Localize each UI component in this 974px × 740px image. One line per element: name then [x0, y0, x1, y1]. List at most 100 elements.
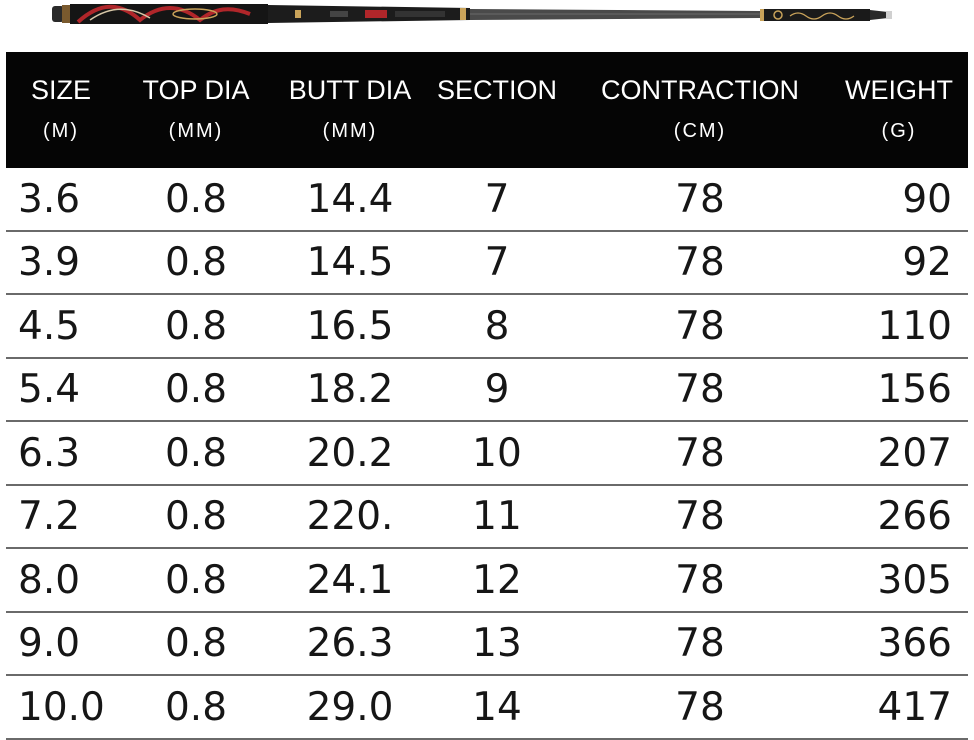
header-unit: (MM) [322, 120, 378, 142]
cell-value: 26.3 [306, 621, 394, 666]
header-section: SECTION [424, 52, 570, 168]
header-size: SIZE (M) [6, 52, 116, 168]
cell-value: 110 [877, 303, 952, 349]
header-contraction: CONTRACTION (CM) [570, 52, 830, 168]
cell-value: 78 [675, 176, 725, 222]
cell-value: 9 [484, 367, 510, 412]
header-butt-dia: BUTT DIA (MM) [276, 52, 424, 168]
cell-value: 24.1 [306, 557, 394, 603]
cell-value: 14 [472, 684, 522, 730]
cell-top-dia: 0.8 [116, 420, 276, 485]
cell-value: 8 [484, 303, 510, 349]
cell-value: 0.8 [164, 684, 228, 730]
cell-value: 14.4 [306, 176, 394, 222]
cell-top-dia: 0.8 [116, 674, 276, 740]
cell-value: 78 [675, 494, 725, 539]
header-label: BUTT DIA [288, 75, 412, 105]
cell-butt-dia: 20.2 [276, 420, 424, 485]
cell-value: 0.8 [164, 240, 228, 285]
cell-top-dia: 0.8 [116, 547, 276, 612]
header-label: SIZE [30, 75, 91, 105]
cell-value: 13 [472, 621, 522, 666]
cell-contraction: 78 [570, 547, 830, 612]
header-label: CONTRACTION [601, 75, 799, 105]
cell-contraction: 78 [570, 420, 830, 485]
header-top-dia: TOP DIA (MM) [116, 52, 276, 168]
cell-contraction: 78 [570, 356, 830, 421]
cell-value: 14.5 [306, 240, 394, 285]
cell-value: 78 [675, 303, 725, 349]
header-unit: (M) [43, 120, 79, 142]
fishing-rod-image [0, 0, 974, 40]
cell-value: 3.6 [18, 176, 81, 222]
cell-size: 9.0 [6, 610, 116, 675]
cell-size: 3.9 [6, 229, 116, 294]
cell-value: 417 [877, 684, 952, 730]
cell-contraction: 78 [570, 293, 830, 358]
cell-value: 10 [472, 430, 522, 476]
table-row: 8.0 0.8 24.1 12 78 305 [6, 547, 968, 612]
header-unit: (CM) [673, 120, 727, 142]
cell-value: 78 [675, 684, 725, 730]
table-row: 5.4 0.8 18.2 9 78 156 [6, 356, 968, 421]
cell-top-dia: 0.8 [116, 229, 276, 294]
cell-weight: 305 [830, 547, 968, 612]
cell-weight: 207 [830, 420, 968, 485]
cell-weight: 266 [830, 483, 968, 548]
cell-size: 5.4 [6, 356, 116, 421]
cell-weight: 90 [830, 168, 968, 231]
table-row: 7.2 0.8 220. 11 78 266 [6, 483, 968, 548]
cell-value: 0.8 [164, 430, 228, 476]
cell-section: 9 [424, 356, 570, 421]
cell-value: 156 [877, 367, 952, 412]
cell-butt-dia: 18.2 [276, 356, 424, 421]
cell-value: 4.5 [18, 303, 81, 349]
cell-top-dia: 0.8 [116, 293, 276, 358]
cell-contraction: 78 [570, 229, 830, 294]
cell-value: 10.0 [18, 684, 105, 730]
cell-value: 0.8 [164, 557, 228, 603]
cell-weight: 156 [830, 356, 968, 421]
header-weight: WEIGHT (G) [830, 52, 968, 168]
cell-contraction: 78 [570, 610, 830, 675]
cell-size: 4.5 [6, 293, 116, 358]
cell-section: 12 [424, 547, 570, 612]
cell-top-dia: 0.8 [116, 356, 276, 421]
cell-butt-dia: 14.4 [276, 168, 424, 231]
cell-size: 7.2 [6, 483, 116, 548]
cell-top-dia: 0.8 [116, 168, 276, 231]
cell-value: 11 [472, 494, 522, 539]
cell-value: 366 [877, 621, 952, 666]
header-label: TOP DIA [142, 75, 250, 105]
cell-value: 18.2 [306, 367, 394, 412]
cell-weight: 92 [830, 229, 968, 294]
table-row: 10.0 0.8 29.0 14 78 417 [6, 674, 968, 740]
spec-table: SIZE (M) TOP DIA (MM) BUTT DIA (MM) SECT… [6, 52, 968, 740]
fishing-rod-icon [52, 4, 892, 24]
cell-size: 3.6 [6, 168, 116, 231]
table-row: 9.0 0.8 26.3 13 78 366 [6, 610, 968, 675]
cell-value: 6.3 [18, 430, 81, 476]
table-row: 6.3 0.8 20.2 10 78 207 [6, 420, 968, 485]
cell-value: 266 [877, 494, 952, 539]
cell-value: 92 [902, 240, 952, 285]
cell-butt-dia: 14.5 [276, 229, 424, 294]
cell-value: 5.4 [18, 367, 81, 412]
cell-value: 7 [484, 176, 510, 222]
cell-section: 8 [424, 293, 570, 358]
cell-butt-dia: 220. [276, 483, 424, 548]
cell-contraction: 78 [570, 168, 830, 231]
cell-value: 7.2 [18, 494, 81, 539]
cell-value: 0.8 [164, 494, 228, 539]
cell-value: 305 [877, 557, 952, 603]
header-unit: (MM) [168, 120, 224, 142]
cell-section: 11 [424, 483, 570, 548]
cell-top-dia: 0.8 [116, 483, 276, 548]
table-row: 3.6 0.8 14.4 7 78 90 [6, 168, 968, 231]
header-row: SIZE (M) TOP DIA (MM) BUTT DIA (MM) SECT… [6, 52, 968, 168]
cell-size: 8.0 [6, 547, 116, 612]
cell-weight: 417 [830, 674, 968, 740]
cell-value: 90 [902, 176, 952, 222]
header-label: SECTION [436, 75, 557, 105]
cell-section: 7 [424, 168, 570, 231]
